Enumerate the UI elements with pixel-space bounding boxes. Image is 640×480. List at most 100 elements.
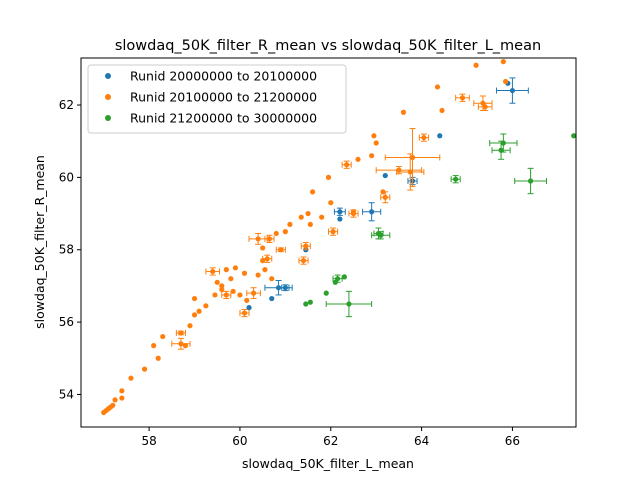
point-marker (244, 298, 249, 303)
data-point (112, 397, 117, 402)
point-marker (301, 258, 306, 263)
point-marker (435, 84, 440, 89)
point-marker (119, 395, 124, 400)
data-point (192, 296, 197, 301)
data-point (156, 356, 161, 361)
point-marker (355, 157, 360, 162)
point-marker (303, 301, 308, 306)
point-marker (328, 200, 333, 205)
point-marker (231, 289, 236, 294)
point-marker (439, 108, 444, 113)
data-point (187, 323, 192, 328)
point-marker (473, 63, 478, 68)
data-point (333, 280, 338, 285)
data-point (128, 376, 133, 381)
legend-label: Runid 21200000 to 30000000 (130, 111, 317, 126)
point-marker (401, 110, 406, 115)
data-point (287, 222, 292, 227)
data-point (374, 140, 379, 145)
point-marker (256, 272, 261, 277)
point-marker (283, 229, 288, 234)
point-marker (344, 162, 349, 167)
data-point (119, 388, 124, 393)
data-point (310, 189, 315, 194)
data-point (308, 222, 313, 227)
data-point (328, 200, 333, 205)
point-marker (237, 292, 242, 297)
data-point (192, 312, 197, 317)
point-marker (224, 267, 229, 272)
point-marker (337, 216, 342, 221)
point-marker (178, 341, 183, 346)
point-marker (242, 271, 247, 276)
y-tick-label: 60 (59, 170, 74, 184)
point-marker (374, 140, 379, 145)
x-tick-label: 60 (232, 434, 247, 448)
data-point (215, 280, 220, 285)
point-marker (156, 356, 161, 361)
point-marker (269, 296, 274, 301)
data-point (337, 216, 342, 221)
data-point (380, 189, 385, 194)
legend-marker (105, 73, 111, 79)
point-marker (283, 285, 288, 290)
data-point (383, 173, 388, 178)
point-marker (256, 236, 261, 241)
point-marker (233, 265, 238, 270)
data-point (401, 110, 406, 115)
point-marker (371, 133, 376, 138)
point-marker (128, 376, 133, 381)
point-marker (351, 209, 356, 214)
data-point (503, 79, 508, 84)
point-marker (337, 209, 342, 214)
legend: Runid 20000000 to 20100000 Runid 20100000… (88, 65, 346, 133)
x-tick-label: 64 (414, 434, 429, 448)
data-point (439, 108, 444, 113)
point-marker (453, 177, 458, 182)
data-point (142, 367, 147, 372)
point-marker (224, 292, 229, 297)
point-marker (498, 148, 503, 153)
legend-label: Runid 20000000 to 20100000 (130, 69, 317, 84)
point-marker (319, 215, 324, 220)
point-marker (142, 367, 147, 372)
point-marker (437, 133, 442, 138)
y-tick-label: 58 (59, 243, 74, 257)
legend-marker (105, 94, 111, 100)
point-marker (310, 189, 315, 194)
data-point (501, 59, 506, 64)
data-point (183, 343, 188, 348)
point-marker (110, 403, 115, 408)
point-marker (326, 175, 331, 180)
point-marker (421, 135, 426, 140)
data-point (324, 291, 329, 296)
point-marker (212, 292, 217, 297)
data-point (308, 300, 313, 305)
point-marker (265, 256, 270, 261)
data-point (303, 301, 308, 306)
legend-item: Runid 20000000 to 20100000 (105, 69, 317, 84)
point-marker (260, 245, 265, 250)
point-marker (383, 195, 388, 200)
point-marker (503, 79, 508, 84)
x-tick-label: 66 (505, 434, 520, 448)
data-point (224, 267, 229, 272)
data-point (319, 215, 324, 220)
data-point (196, 309, 201, 314)
legend-label: Runid 20100000 to 21200000 (130, 90, 317, 105)
point-marker (269, 276, 274, 281)
point-marker (483, 104, 488, 109)
data-point (151, 343, 156, 348)
data-point (119, 395, 124, 400)
data-point (342, 274, 347, 279)
data-point (256, 272, 261, 277)
point-marker (369, 209, 374, 214)
point-marker (262, 267, 267, 272)
y-tick-label: 62 (59, 98, 74, 112)
y-axis-label: slowdaq_50K_filter_R_mean (32, 155, 47, 329)
data-point (212, 292, 217, 297)
data-point (219, 283, 224, 288)
point-marker (112, 397, 117, 402)
data-point (260, 245, 265, 250)
point-marker (299, 215, 304, 220)
